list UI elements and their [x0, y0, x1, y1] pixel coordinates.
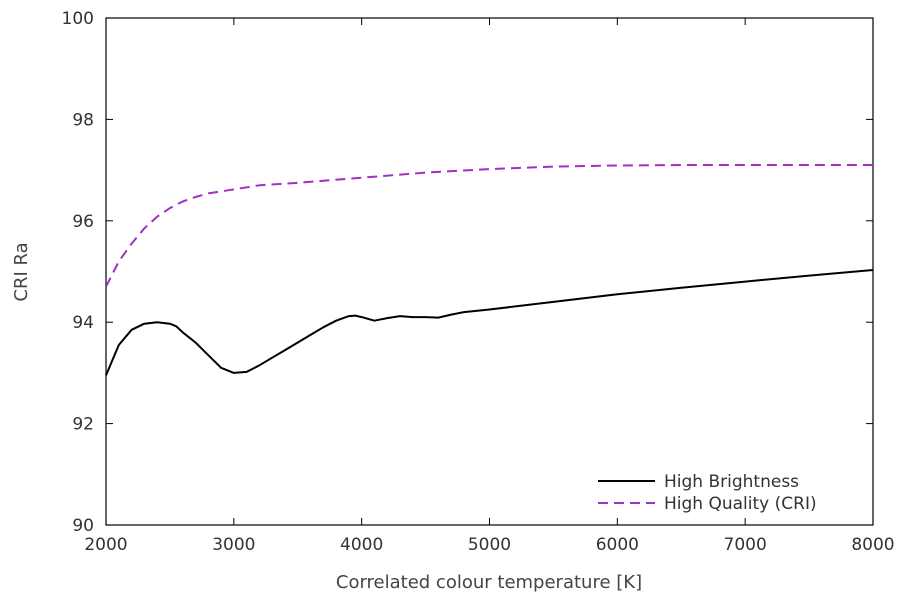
y-tick-label: 100	[62, 9, 94, 29]
y-tick-label: 96	[72, 212, 94, 232]
series-line-high-brightness	[105, 269, 874, 376]
x-tick-label: 8000	[851, 535, 894, 555]
x-axis-label: Correlated colour temperature [K]	[336, 572, 642, 593]
plot-frame	[105, 17, 874, 526]
x-tick-label: 5000	[468, 535, 511, 555]
x-tick-label: 2000	[84, 535, 127, 555]
legend-label-high-brightness: High Brightness	[664, 472, 799, 492]
x-tick-label: 7000	[724, 535, 767, 555]
series-lines	[105, 164, 874, 376]
x-tick-label: 4000	[340, 535, 383, 555]
series-line-high-quality	[105, 164, 873, 288]
y-tick-label: 94	[72, 313, 94, 333]
x-tick-label: 6000	[596, 535, 639, 555]
legend-label-high-quality: High Quality (CRI)	[664, 494, 817, 514]
y-tick-label: 90	[72, 516, 94, 536]
y-axis-label: CRI Ra	[11, 242, 32, 301]
y-tick-label: 92	[72, 415, 94, 435]
axis-ticks: 2000 3000 4000 5000 6000 7000 8000 90 92 94 96 98 10…	[62, 9, 895, 555]
x-tick-label: 3000	[212, 535, 255, 555]
legend: High Brightness High Quality (CRI)	[598, 472, 817, 514]
y-tick-label: 98	[72, 110, 94, 130]
